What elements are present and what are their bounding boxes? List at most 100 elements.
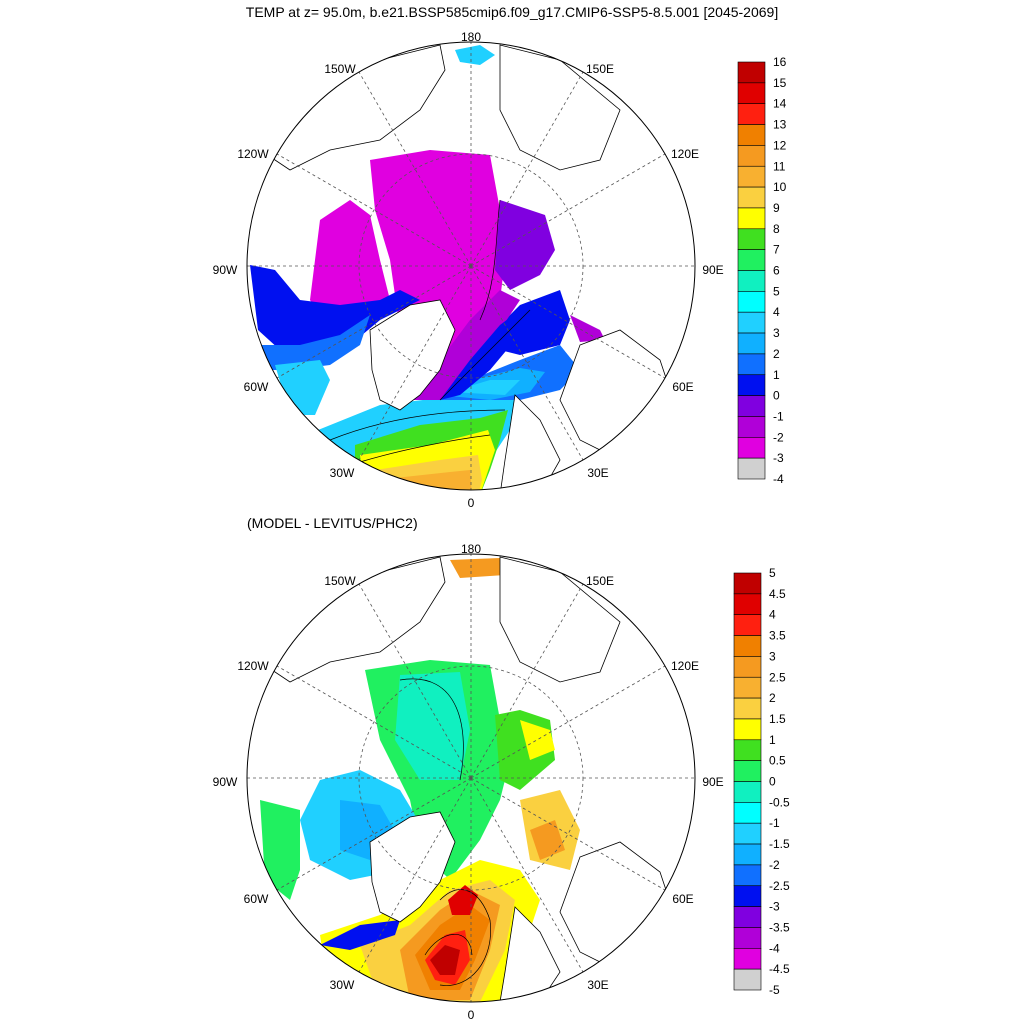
- bottom-colorbar-swatch: [733, 718, 762, 741]
- bottom-colorbar-tick-label: -1: [769, 816, 780, 830]
- top-colorbar-swatch: [737, 103, 766, 125]
- bottom-colorbar-swatch: [733, 635, 762, 657]
- bottom-colorbar-swatch: [733, 656, 762, 678]
- bottom-label-60w: 60W: [244, 892, 269, 906]
- top-label-180: 180: [461, 30, 481, 44]
- top-label-0: 0: [468, 496, 475, 510]
- top-label-60w: 60W: [244, 380, 269, 394]
- bottom-colorbar: 5 4.5 4 3.5 3 2.5 2 1.5 1 0.5 0 -0.5 -1 -1.5 -2 -2.5 -3 -…: [733, 566, 790, 997]
- plot-title: TEMP at z= 95.0m, b.e21.BSSP585cmip6.f09…: [245, 4, 779, 20]
- top-colorbar-swatch: [737, 270, 766, 292]
- top-colorbar-swatch: [737, 82, 766, 104]
- bottom-colorbar-swatch: [733, 843, 762, 866]
- top-colorbar-tick-label: 10: [773, 180, 787, 194]
- top-colorbar-tick-label: 15: [773, 76, 787, 90]
- bottom-label-30w: 30W: [330, 978, 355, 992]
- bottom-colorbar-tick-label: 0: [769, 775, 776, 789]
- bottom-label-120e: 120E: [671, 659, 699, 673]
- bottom-colorbar-tick-label: 2: [769, 691, 776, 705]
- bottom-colorbar-swatch: [733, 676, 762, 699]
- bottom-colorbar-tick-label: -4: [769, 941, 780, 955]
- bottom-colorbar-swatch: [733, 593, 762, 615]
- top-colorbar-swatch: [737, 228, 766, 250]
- bottom-colorbar-swatch: [733, 822, 762, 845]
- top-colorbar-swatch: [737, 416, 766, 438]
- bottom-colorbar-tick-label: -2: [769, 858, 780, 872]
- top-colorbar-swatch: [737, 165, 766, 188]
- top-label-60e: 60E: [672, 380, 693, 394]
- top-colorbar-swatch: [737, 353, 766, 376]
- bottom-colorbar-tick-label: 0.5: [769, 754, 786, 768]
- bottom-label-180: 180: [461, 542, 481, 556]
- bottom-colorbar-tick-label: 3: [769, 649, 776, 663]
- top-colorbar-tick-label: -2: [773, 430, 784, 444]
- top-graticule: [247, 42, 695, 490]
- bottom-colorbar-tick-label: 4: [769, 608, 776, 622]
- top-colorbar-swatch: [737, 186, 766, 209]
- top-colorbar-tick-label: 13: [773, 118, 787, 132]
- bottom-colorbar-tick-label: -1.5: [769, 837, 790, 851]
- bottom-colorbar-swatch: [733, 885, 762, 907]
- top-colorbar-swatch: [737, 332, 766, 355]
- bottom-colorbar-swatch: [733, 864, 762, 887]
- bottom-colorbar-swatch: [733, 802, 762, 824]
- top-map-border: [246, 41, 696, 491]
- top-label-30e: 30E: [587, 466, 608, 480]
- top-colorbar-tick-label: -1: [773, 409, 784, 423]
- bottom-label-150e: 150E: [586, 574, 614, 588]
- top-colorbar-swatch: [737, 249, 766, 271]
- bottom-colorbar-tick-label: -3: [769, 900, 780, 914]
- bottom-label-0: 0: [468, 1008, 475, 1022]
- top-colorbar-tick-label: 12: [773, 138, 787, 152]
- bottom-colorbar-swatch: [733, 927, 762, 949]
- top-colorbar-tick-label: 6: [773, 264, 780, 278]
- top-colorbar-tick-label: 2: [773, 347, 780, 361]
- bottom-colorbar-swatch: [733, 697, 762, 720]
- bottom-polar-map: 180 150W 150E 120W 120E 90W 90E 60W 60E …: [213, 542, 724, 1022]
- top-colorbar-tick-label: 9: [773, 201, 780, 215]
- top-colorbar-tick-label: 4: [773, 305, 780, 319]
- bottom-label-120w: 120W: [237, 659, 269, 673]
- bottom-colorbar-swatch: [733, 906, 762, 928]
- bottom-label-90w: 90W: [213, 775, 238, 789]
- top-colorbar-swatch: [737, 436, 766, 459]
- bottom-colorbar-tick-label: 5: [769, 566, 776, 580]
- top-colorbar-swatch: [737, 291, 766, 313]
- bottom-colorbar-tick-label: -4.5: [769, 962, 790, 976]
- bottom-colorbar-tick-label: -3.5: [769, 920, 790, 934]
- top-colorbar-tick-label: 14: [773, 97, 787, 111]
- top-colorbar-swatch: [737, 457, 766, 480]
- top-polar-map: 180 150W 150E 120W 120E 90W 90E 60W 60E …: [213, 30, 724, 510]
- top-colorbar-tick-label: -4: [773, 472, 784, 486]
- bottom-colorbar-swatch: [733, 739, 762, 761]
- bottom-colorbar-swatch: [733, 781, 762, 803]
- bottom-colorbar-tick-label: 3.5: [769, 629, 786, 643]
- top-temperature-field: [250, 44, 681, 490]
- top-label-150w: 150W: [324, 62, 356, 76]
- top-label-90e: 90E: [702, 263, 723, 277]
- top-label-120w: 120W: [237, 147, 269, 161]
- bottom-colorbar-tick-label: -5: [769, 983, 780, 997]
- bottom-map-border: [246, 553, 696, 1003]
- top-colorbar-tick-label: 5: [773, 284, 780, 298]
- top-label-90w: 90W: [213, 263, 238, 277]
- top-colorbar-swatch: [737, 207, 766, 230]
- top-colorbar-tick-label: 3: [773, 326, 780, 340]
- top-colorbar-swatch: [737, 61, 766, 84]
- top-colorbar-tick-label: 0: [773, 389, 780, 403]
- bottom-colorbar-tick-label: -2.5: [769, 879, 790, 893]
- top-colorbar-tick-label: 8: [773, 222, 780, 236]
- top-colorbar-swatch: [737, 395, 766, 417]
- bottom-colorbar-swatch: [733, 614, 762, 636]
- top-colorbar-tick-label: 16: [773, 55, 787, 69]
- bottom-colorbar-tick-label: 1: [769, 733, 776, 747]
- bottom-label-30e: 30E: [587, 978, 608, 992]
- top-label-120e: 120E: [671, 147, 699, 161]
- difference-subtitle: (MODEL - LEVITUS/PHC2): [247, 515, 418, 531]
- top-label-150e: 150E: [586, 62, 614, 76]
- bottom-label-90e: 90E: [702, 775, 723, 789]
- bottom-graticule: [247, 554, 695, 1002]
- top-colorbar-swatch: [737, 124, 766, 146]
